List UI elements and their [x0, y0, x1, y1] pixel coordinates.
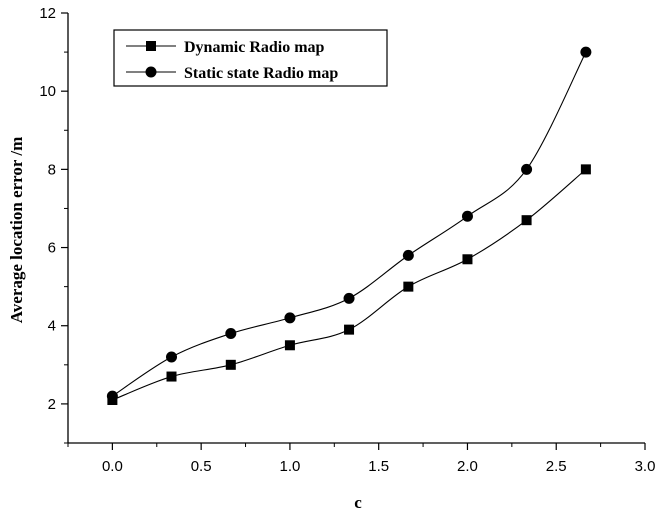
- y-tick-label: 2: [48, 396, 56, 413]
- y-tick-label: 12: [39, 5, 56, 22]
- data-point: [225, 359, 236, 370]
- axis-ticks: 0.0 0.5 1.0 1.5 2.0 2.5 3.0 2 4 6 8 10 12: [39, 5, 655, 475]
- x-tick-label: 3.0: [635, 458, 656, 475]
- x-tick-label: 0.0: [102, 458, 123, 475]
- data-point: [106, 390, 118, 402]
- legend-label: Static state Radio map: [184, 65, 338, 82]
- data-point: [403, 281, 414, 292]
- data-point: [580, 46, 592, 58]
- data-point: [344, 324, 355, 335]
- x-axis-title: c: [354, 493, 362, 512]
- series-1: [106, 46, 592, 402]
- data-point: [521, 215, 532, 226]
- y-tick-label: 4: [48, 318, 56, 335]
- legend-box: [113, 29, 388, 87]
- axes: [67, 13, 645, 444]
- x-tick-label: 2.0: [457, 458, 478, 475]
- legend-marker: [145, 66, 157, 78]
- series-layer: [106, 46, 592, 405]
- data-point: [284, 340, 295, 351]
- x-tick-label: 1.5: [368, 458, 389, 475]
- series-0: [107, 164, 591, 405]
- data-point: [462, 254, 473, 265]
- data-point: [461, 210, 473, 222]
- series-line: [112, 51, 587, 397]
- legend: Dynamic Radio map Static state Radio map: [113, 29, 388, 87]
- series-line: [112, 168, 587, 401]
- data-point: [166, 371, 177, 382]
- y-tick-label: 6: [48, 240, 56, 257]
- x-tick-label: 2.5: [546, 458, 567, 475]
- x-tick-label: 0.5: [191, 458, 212, 475]
- data-point: [521, 163, 533, 175]
- y-tick-label: 8: [48, 161, 56, 178]
- data-point: [402, 249, 414, 261]
- y-axis-title: Average location error /m: [7, 137, 26, 323]
- data-point: [225, 328, 237, 340]
- data-point: [166, 351, 178, 363]
- data-point: [343, 292, 355, 304]
- legend-marker: [146, 41, 156, 51]
- x-tick-label: 1.0: [279, 458, 300, 475]
- data-point: [284, 312, 296, 324]
- data-point: [580, 164, 591, 175]
- y-tick-label: 10: [39, 83, 56, 100]
- legend-label: Dynamic Radio map: [184, 39, 325, 56]
